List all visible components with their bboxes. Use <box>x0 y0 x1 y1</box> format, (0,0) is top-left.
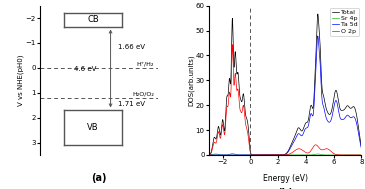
Ta 5d <box>303 128 307 131</box>
Ta 5d <box>342 118 346 120</box>
Ta 5d <box>349 117 354 119</box>
Sr 4p <box>359 154 364 156</box>
Total <box>316 13 320 15</box>
Total <box>303 123 307 125</box>
O 2p <box>342 154 346 156</box>
Ta 5d <box>314 62 318 65</box>
Text: CB: CB <box>87 15 99 24</box>
Text: (b): (b) <box>277 188 293 189</box>
Y-axis label: V vs NHE(pH0): V vs NHE(pH0) <box>18 55 24 106</box>
Total <box>207 154 211 156</box>
Line: Sr 4p: Sr 4p <box>209 153 361 155</box>
Total <box>249 154 253 156</box>
Total <box>359 144 363 147</box>
Sr 4p <box>303 154 307 156</box>
O 2p <box>314 144 319 146</box>
Text: 1.71 eV: 1.71 eV <box>118 101 145 108</box>
Sr 4p <box>267 154 271 156</box>
Line: O 2p: O 2p <box>209 45 361 155</box>
Text: VB: VB <box>87 123 99 132</box>
Ta 5d <box>207 154 211 156</box>
Ta 5d <box>316 35 320 37</box>
O 2p <box>303 151 307 153</box>
Ta 5d <box>359 147 364 149</box>
Text: 1.66 eV: 1.66 eV <box>118 44 145 50</box>
Sr 4p <box>242 154 246 156</box>
Sr 4p <box>314 153 319 155</box>
Ta 5d <box>359 146 363 148</box>
Total <box>349 107 354 109</box>
O 2p <box>359 154 363 156</box>
Sr 4p <box>207 154 211 156</box>
O 2p <box>249 154 253 156</box>
Total <box>342 108 346 111</box>
O 2p <box>349 154 354 156</box>
Text: (a): (a) <box>91 173 107 183</box>
Line: Ta 5d: Ta 5d <box>209 36 361 155</box>
Sr 4p <box>342 154 346 156</box>
Legend: Total, Sr 4p, Ta 5d, O 2p: Total, Sr 4p, Ta 5d, O 2p <box>330 8 360 36</box>
Text: H₂O/O₂: H₂O/O₂ <box>132 92 154 97</box>
Total <box>242 98 246 100</box>
Sr 4p <box>230 152 235 155</box>
O 2p <box>359 154 364 156</box>
O 2p <box>207 154 211 156</box>
Total <box>314 44 318 47</box>
Ta 5d <box>242 154 246 156</box>
Line: Total: Total <box>209 14 361 155</box>
Y-axis label: DOS(arb.units): DOS(arb.units) <box>188 54 194 106</box>
O 2p <box>242 109 246 112</box>
Text: 4.6 eV: 4.6 eV <box>74 66 96 71</box>
Sr 4p <box>349 154 354 156</box>
Sr 4p <box>359 154 363 156</box>
O 2p <box>230 43 235 46</box>
Text: H⁺/H₂: H⁺/H₂ <box>137 61 154 66</box>
Text: Energy (eV): Energy (eV) <box>262 174 308 183</box>
Total <box>359 145 364 148</box>
